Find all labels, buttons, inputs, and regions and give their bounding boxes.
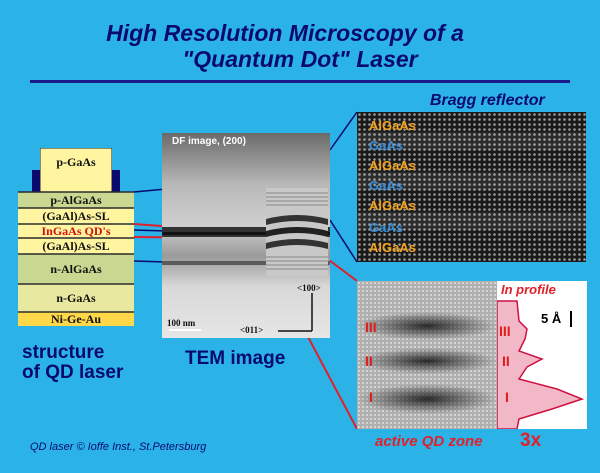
title-line-2: "Quantum Dot" Laser: [182, 46, 418, 72]
layer-sl-top: (GaAl)As-SL: [42, 209, 110, 223]
structure-label-line-1: structure: [22, 342, 105, 363]
layer-p-gaas: p-GaAs: [56, 155, 96, 169]
tem-image-graphic: [162, 133, 330, 338]
layer-n-gaas: n-GaAs: [56, 291, 96, 305]
profile-marker-ii: II: [502, 353, 510, 369]
layer-qd: InGaAs QD's: [41, 224, 111, 238]
active-zone-marker-i: I: [369, 389, 373, 405]
bragg-reflector-title: Bragg reflector: [430, 92, 545, 109]
tem-direction-right: <011>: [240, 325, 264, 335]
title-underline: [30, 80, 570, 83]
bragg-layer-algaas: AlGaAs: [369, 198, 416, 213]
intensity-profile-panel: In profile 5 Å III II I: [497, 281, 587, 429]
tem-micrograph: DF image, (200) 100 nm <100> <011>: [162, 133, 330, 338]
layer-contact: Ni-Ge-Au: [51, 312, 101, 326]
bragg-layer-algaas: AlGaAs: [369, 158, 416, 173]
layer-n-algaas: n-AlGaAs: [50, 262, 102, 276]
intensity-profile-graph: [497, 300, 585, 429]
active-zone-marker-iii: III: [365, 319, 377, 335]
layer-p-algaas: p-AlGaAs: [50, 193, 102, 207]
tem-image-label: TEM image: [185, 348, 286, 369]
bragg-reflector-image: AlGaAs GaAs AlGaAs GaAs AlGaAs GaAs AlGa…: [357, 112, 586, 262]
active-zone-graphic: [357, 281, 497, 429]
bragg-lattice-graphic: [357, 112, 586, 262]
layer-stack-graphic: [18, 148, 134, 326]
profile-marker-iii: III: [499, 323, 511, 339]
tem-direction-up: <100>: [297, 283, 321, 293]
active-zone-label: active QD zone: [375, 433, 483, 450]
bragg-layer-gaas: GaAs: [369, 220, 403, 235]
credit-text: QD laser © Ioffe Inst., St.Petersburg: [30, 441, 207, 453]
magnification-label: 3x: [520, 430, 542, 451]
profile-title: In profile: [501, 282, 556, 297]
bragg-layer-algaas: AlGaAs: [369, 118, 416, 133]
tem-scale-bar-label: 100 nm: [167, 318, 196, 328]
bragg-layer-algaas: AlGaAs: [369, 240, 416, 255]
active-qd-zone-image: III II I: [357, 281, 497, 429]
structure-label-line-2: of QD laser: [22, 362, 124, 383]
bragg-layer-gaas: GaAs: [369, 138, 403, 153]
profile-marker-i: I: [505, 389, 509, 405]
layer-sl-bottom: (GaAl)As-SL: [42, 239, 110, 253]
title-line-1: High Resolution Microscopy of a: [106, 20, 464, 46]
layer-structure-diagram: p-GaAs p-AlGaAs (GaAl)As-SL InGaAs QD's …: [18, 148, 134, 326]
active-zone-marker-ii: II: [365, 353, 373, 369]
structure-label: structure of QD laser: [22, 343, 123, 383]
bragg-layer-gaas: GaAs: [369, 178, 403, 193]
tem-caption: DF image, (200): [172, 136, 246, 147]
profile-scale: 5 Å: [541, 311, 562, 326]
